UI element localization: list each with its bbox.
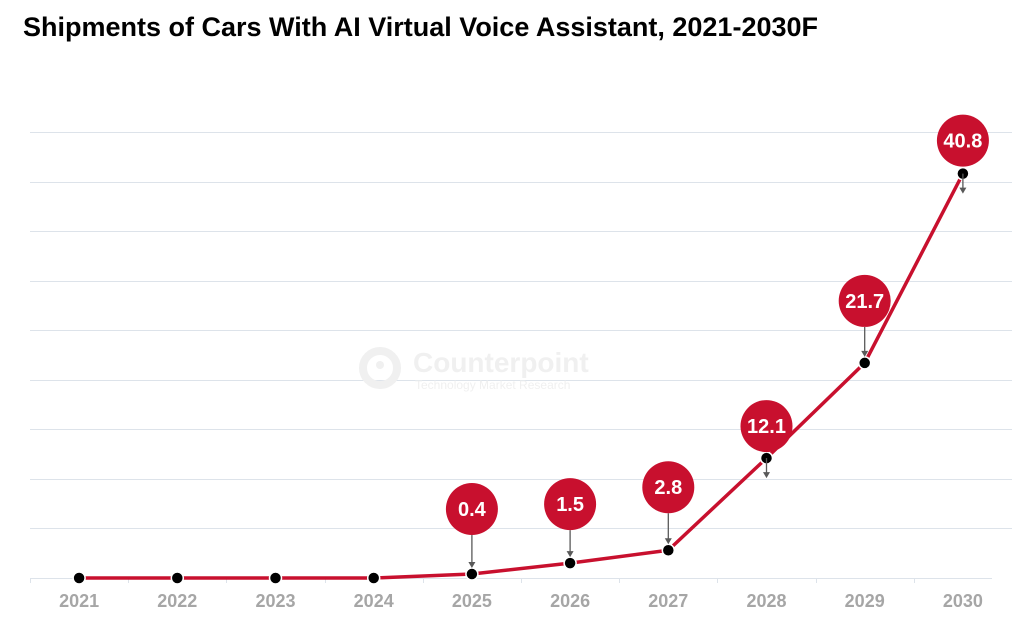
data-label: 1.5 (544, 478, 597, 558)
watermark-logo-dot (376, 361, 384, 369)
data-point-marker (268, 571, 283, 585)
x-tick-label: 2026 (550, 591, 590, 611)
data-label: 21.7 (838, 274, 891, 357)
data-label-bubble (445, 483, 498, 536)
data-label: 12.1 (740, 400, 793, 479)
data-label-bubble (642, 461, 695, 514)
data-label-text: 1.5 (556, 494, 584, 516)
data-label: 0.4 (445, 483, 498, 569)
arrow-head-icon (763, 472, 770, 479)
data-label-text: 21.7 (845, 291, 884, 313)
arrow-head-icon (664, 538, 672, 545)
x-tick-label: 2024 (354, 591, 394, 611)
arrow-head-icon (468, 562, 476, 569)
data-label-bubble (740, 400, 793, 453)
gridlines (30, 132, 1012, 529)
data-label: 2.8 (642, 461, 695, 545)
arrow-head-icon (959, 187, 967, 194)
series-markers (72, 166, 970, 585)
data-point-marker (366, 571, 381, 585)
watermark: Counterpoint Technology Market Research (359, 347, 589, 392)
data-point-marker (857, 356, 872, 370)
data-label-text: 40.8 (943, 131, 982, 153)
data-point-marker (563, 556, 577, 570)
data-point-marker (465, 567, 479, 581)
watermark-tagline: Technology Market Research (415, 378, 570, 392)
data-label-bubble (544, 478, 597, 531)
data-point-marker (170, 571, 185, 585)
x-tick-label: 2022 (157, 591, 197, 611)
data-point-marker (72, 571, 86, 585)
data-label-text: 0.4 (458, 499, 487, 521)
watermark-logo-icon (359, 347, 401, 389)
data-label-bubble (936, 114, 989, 167)
x-tick-label: 2023 (255, 591, 295, 611)
arrow-head-icon (566, 551, 574, 558)
chart-title: Shipments of Cars With AI Virtual Voice … (23, 12, 818, 42)
data-label-bubble (838, 274, 891, 327)
x-tick-label: 2029 (845, 591, 885, 611)
watermark-brand: Counterpoint (413, 347, 589, 378)
series-line (79, 172, 965, 580)
data-label: 40.8 (936, 114, 989, 194)
x-tick-label: 2027 (648, 591, 688, 611)
x-tick-label: 2028 (746, 591, 786, 611)
x-tick-label: 2021 (59, 591, 99, 611)
data-labels: 0.4 1.5 2.8 12.1 21.7 40.8 (445, 114, 989, 569)
data-label-text: 2.8 (654, 477, 682, 499)
data-point-marker (661, 543, 676, 557)
series-line-path (79, 172, 965, 580)
x-tick-label: 2030 (943, 591, 983, 611)
arrow-head-icon (861, 350, 869, 357)
x-tick-label: 2025 (452, 591, 492, 611)
data-label-text: 12.1 (747, 416, 786, 438)
